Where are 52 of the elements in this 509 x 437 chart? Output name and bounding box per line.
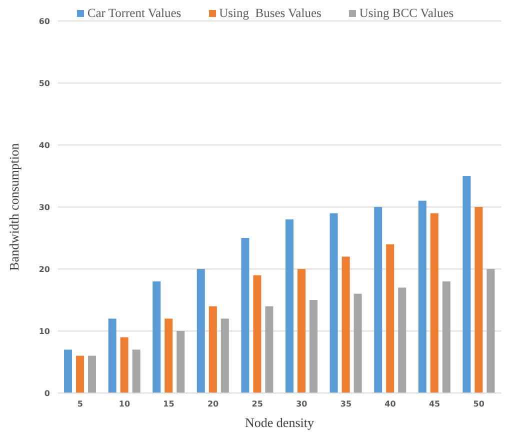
bar: [64, 350, 72, 393]
bar: [88, 356, 96, 393]
y-tick-label: 0: [44, 388, 50, 398]
bar: [430, 213, 438, 393]
x-tick-label: 30: [296, 400, 308, 409]
x-tick-label: 20: [207, 400, 220, 409]
bar: [152, 281, 161, 393]
bar: [310, 300, 318, 393]
y-tick-label: 50: [38, 78, 50, 88]
bar: [418, 200, 426, 393]
bar: [462, 176, 471, 393]
bar: [120, 337, 128, 393]
bar: [265, 306, 274, 393]
x-tick-label: 35: [340, 400, 352, 409]
legend-label: Using BCC Values: [358, 6, 454, 21]
bar: [486, 269, 495, 393]
bar: [474, 207, 483, 393]
bar: [374, 207, 382, 393]
x-tick-label: 50: [473, 400, 485, 409]
legend-label: Using Buses Values: [218, 6, 322, 21]
x-tick-label: 15: [163, 400, 175, 409]
bar: [442, 281, 450, 393]
bar: [196, 269, 205, 393]
bar: [132, 350, 140, 393]
bar: [253, 275, 262, 393]
x-axis-title: Node density: [245, 415, 314, 430]
y-tick-label: 30: [38, 202, 50, 212]
bar: [298, 269, 306, 393]
bar: [286, 219, 294, 393]
bar: [386, 244, 394, 393]
bar: [241, 238, 250, 393]
y-tick-label: 40: [38, 140, 50, 150]
x-tick-label: 40: [384, 400, 396, 409]
y-axis-title: Bandwidth consumption: [6, 142, 22, 271]
bar: [164, 318, 173, 393]
bar: [342, 256, 350, 393]
bar: [108, 318, 116, 393]
y-tick-label: 10: [38, 326, 50, 336]
x-tick-label: 5: [77, 400, 84, 409]
bar: [354, 294, 362, 393]
bar: [208, 306, 217, 393]
bar: [330, 213, 338, 393]
y-tick-label: 20: [38, 264, 50, 274]
bar: [176, 331, 185, 393]
bar: [398, 288, 406, 393]
bar: [76, 356, 84, 393]
legend-label: Car Torrent Values: [86, 6, 182, 21]
x-tick-label: 25: [252, 400, 264, 409]
x-tick-label: 45: [428, 400, 441, 409]
x-tick-label: 10: [118, 400, 130, 409]
y-tick-label: 60: [38, 16, 50, 26]
bar: [220, 318, 229, 393]
